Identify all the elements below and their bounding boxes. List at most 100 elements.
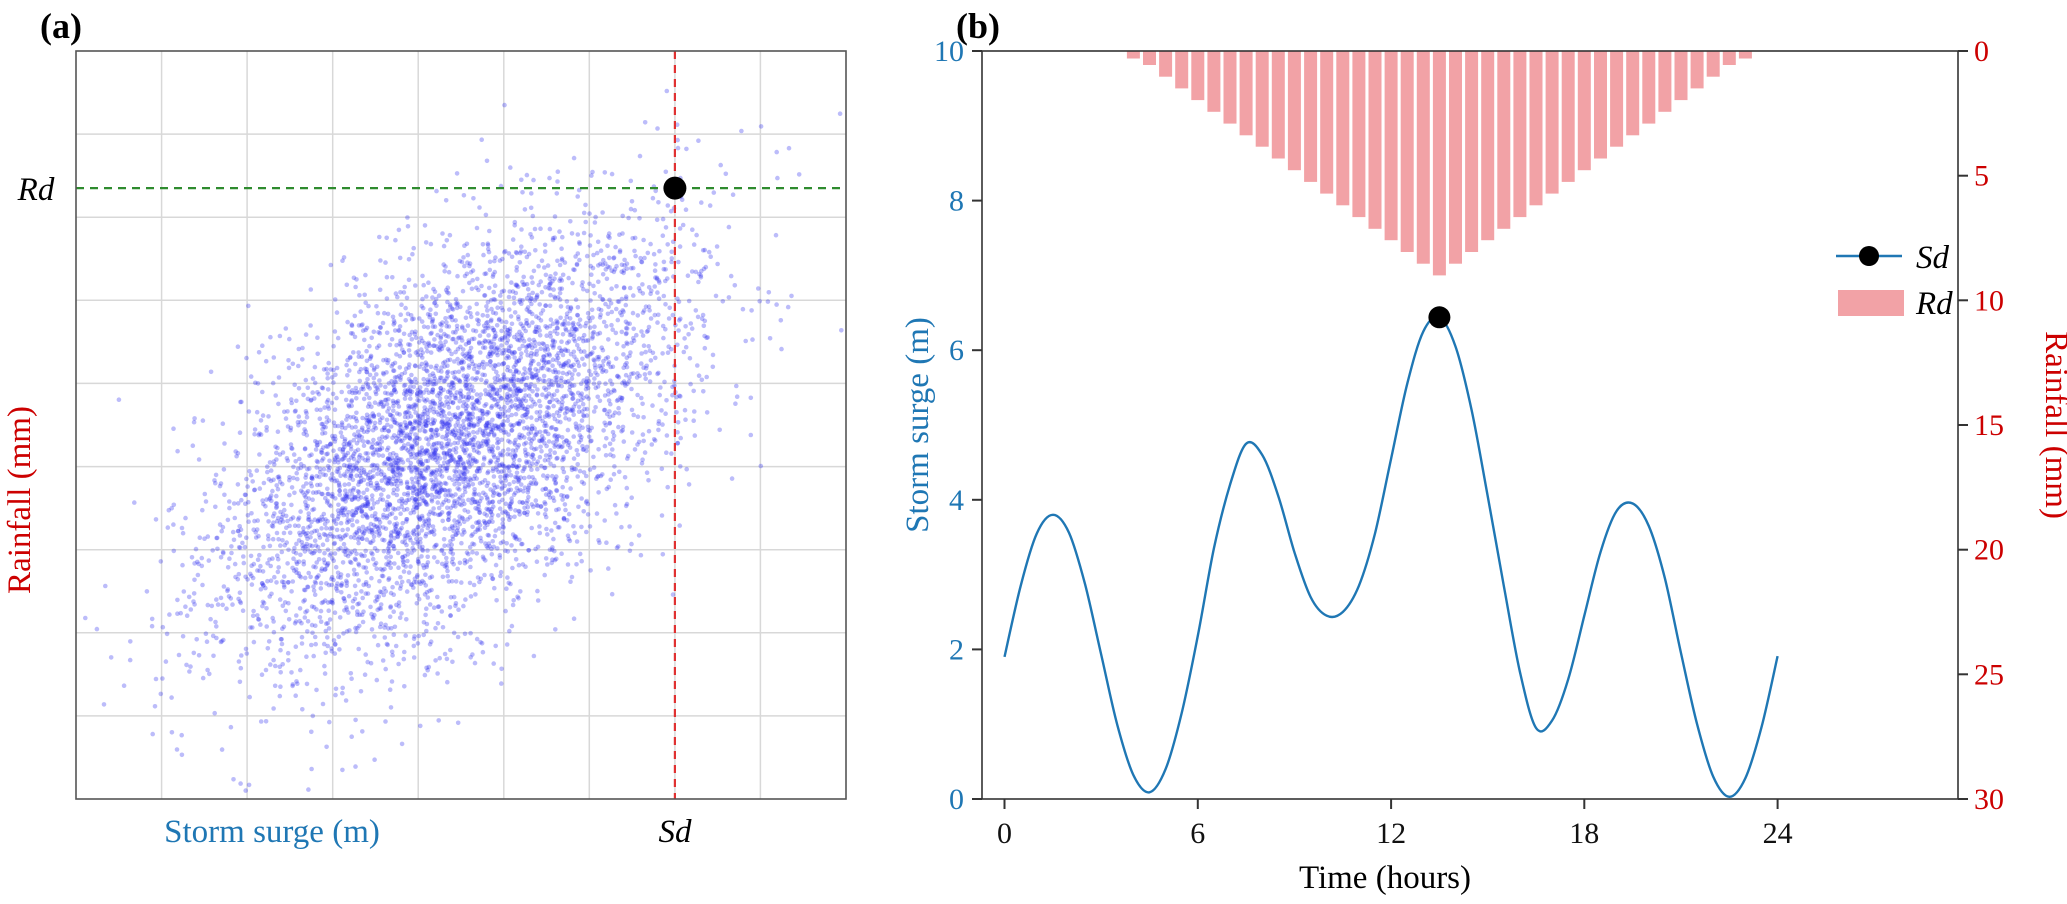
scatter-point: [513, 385, 518, 391]
scatter-point: [496, 424, 501, 430]
scatter-point: [549, 560, 554, 566]
scatter-point: [442, 526, 448, 531]
scatter-point: [367, 419, 372, 425]
scatter-point: [472, 473, 478, 479]
scatter-point: [446, 511, 452, 516]
scatter-point: [547, 226, 553, 232]
scatter-point: [471, 196, 476, 201]
scatter-point: [276, 401, 281, 407]
scatter-point: [416, 476, 422, 482]
scatter-point: [552, 548, 557, 554]
scatter-point: [369, 550, 374, 556]
scatter-point: [531, 351, 537, 357]
scatter-point: [532, 329, 538, 335]
scatter-point: [465, 252, 471, 258]
scatter-point: [494, 426, 499, 431]
scatter-point: [596, 263, 601, 268]
scatter-point: [199, 555, 205, 561]
scatter-point: [640, 432, 646, 437]
scatter-point: [388, 565, 394, 571]
scatter-point: [318, 407, 323, 413]
scatter-point: [734, 383, 739, 389]
scatter-point: [346, 481, 352, 487]
scatter-point: [425, 458, 431, 464]
scatter-point: [610, 447, 615, 452]
scatter-point: [495, 546, 500, 551]
scatter-point: [397, 471, 403, 476]
scatter-point: [476, 287, 481, 293]
scatter-point: [344, 578, 349, 584]
scatter-point: [500, 524, 506, 529]
scatter-point: [333, 496, 338, 501]
scatter-point: [486, 446, 492, 452]
scatter-point: [405, 387, 411, 393]
scatter-point: [404, 425, 410, 430]
scatter-point: [322, 671, 328, 676]
scatter-point: [643, 366, 649, 371]
scatter-point: [458, 433, 463, 438]
scatter-point: [398, 375, 403, 380]
scatter-point: [331, 517, 337, 522]
scatter-point: [359, 536, 365, 541]
scatter-point: [394, 492, 400, 498]
scatter-point: [263, 667, 269, 673]
scatter-point: [477, 579, 482, 585]
scatter-point: [392, 535, 397, 541]
scatter-point: [466, 412, 472, 418]
scatter-point: [367, 343, 372, 349]
scatter-point: [414, 536, 419, 542]
scatter-point: [390, 468, 395, 474]
scatter-point: [455, 416, 460, 421]
scatter-point: [509, 280, 514, 285]
scatter-point: [512, 219, 518, 225]
scatter-point: [467, 452, 473, 458]
scatter-point: [491, 327, 497, 333]
scatter-point: [514, 336, 520, 342]
scatter-point: [500, 256, 505, 262]
scatter-point: [426, 523, 432, 528]
scatter-point: [439, 609, 445, 614]
scatter-point: [529, 296, 534, 301]
scatter-point: [732, 283, 738, 288]
scatter-point: [490, 386, 495, 392]
scatter-point: [491, 328, 496, 333]
scatter-point: [623, 383, 628, 388]
scatter-point: [408, 464, 413, 470]
scatter-point: [261, 600, 267, 606]
scatter-point: [540, 392, 545, 398]
scatter-point: [302, 597, 308, 603]
scatter-point: [465, 260, 470, 266]
scatter-point: [439, 375, 444, 381]
scatter-point: [563, 507, 568, 513]
scatter-point: [369, 627, 375, 632]
scatter-point: [480, 372, 485, 378]
scatter-point: [474, 225, 480, 231]
scatter-point: [409, 476, 415, 482]
scatter-point: [589, 425, 594, 431]
scatter-point: [342, 438, 348, 444]
scatter-point: [445, 299, 450, 305]
scatter-point: [381, 472, 387, 478]
scatter-point: [552, 294, 557, 300]
scatter-point: [457, 423, 462, 429]
scatter-point: [516, 314, 521, 320]
scatter-point: [277, 597, 283, 602]
scatter-point: [419, 489, 425, 495]
scatter-point: [539, 448, 544, 454]
scatter-point: [364, 570, 370, 575]
scatter-point: [610, 364, 616, 370]
scatter-point: [425, 411, 430, 417]
scatter-point: [346, 610, 351, 615]
scatter-point: [270, 556, 275, 561]
scatter-point: [442, 331, 447, 337]
scatter-point: [457, 398, 463, 404]
scatter-point: [277, 452, 283, 457]
scatter-point: [466, 386, 471, 392]
scatter-point: [477, 481, 483, 486]
scatter-point: [423, 533, 428, 539]
scatter-point: [430, 295, 435, 300]
scatter-point: [312, 528, 317, 534]
scatter-point: [413, 363, 418, 369]
scatter-point: [411, 510, 417, 515]
scatter-point: [530, 461, 535, 466]
